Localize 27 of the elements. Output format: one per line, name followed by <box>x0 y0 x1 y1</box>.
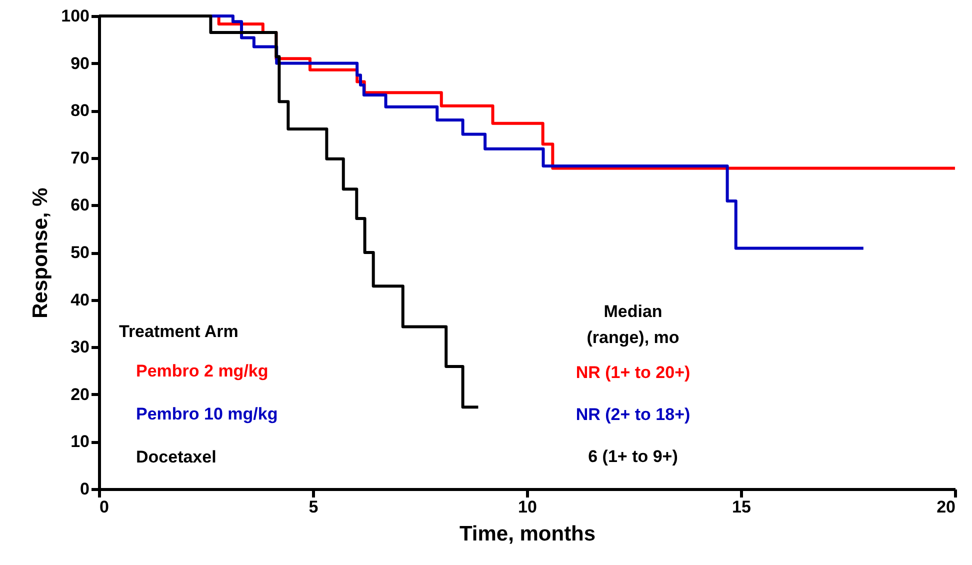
annotation: 6 (1+ to 9+) <box>588 447 678 466</box>
y-tick-label: 10 <box>70 432 90 452</box>
y-tick-label: 90 <box>70 54 90 73</box>
y-axis-title: Response, % <box>29 187 52 318</box>
y-tick-label: 50 <box>70 243 90 262</box>
text: Pembro 2 mg/kg <box>136 362 268 380</box>
y-tick-label: 40 <box>70 290 90 310</box>
y-tick-label: 20 <box>70 384 90 404</box>
legend-title: Treatment Arm <box>119 322 238 341</box>
x-tick-label: 10 <box>518 498 537 516</box>
y-tick-label: 80 <box>70 101 90 120</box>
annotation: Median <box>604 302 662 321</box>
y-tick-label: 0 <box>80 480 90 498</box>
annotation: NR (1+ to 20+) <box>576 363 690 382</box>
x-axis-title: Time, months <box>459 522 596 546</box>
x-tick-label: 5 <box>308 498 318 516</box>
y-tick-label: 60 <box>70 196 90 215</box>
y-tick-label: 100 <box>61 6 90 26</box>
annotation: (range), mo <box>586 328 680 347</box>
y-tick-label: 70 <box>70 148 90 168</box>
x-tick-label: 15 <box>732 498 751 516</box>
x-tick-label: 0 <box>100 498 109 516</box>
text: Pembro 10 mg/kg <box>136 404 278 424</box>
annotation: NR (2+ to 18+) <box>576 405 690 424</box>
x-tick-label: 20 <box>936 498 956 516</box>
text: Docetaxel <box>136 448 216 466</box>
y-tick-label: 30 <box>70 338 90 357</box>
